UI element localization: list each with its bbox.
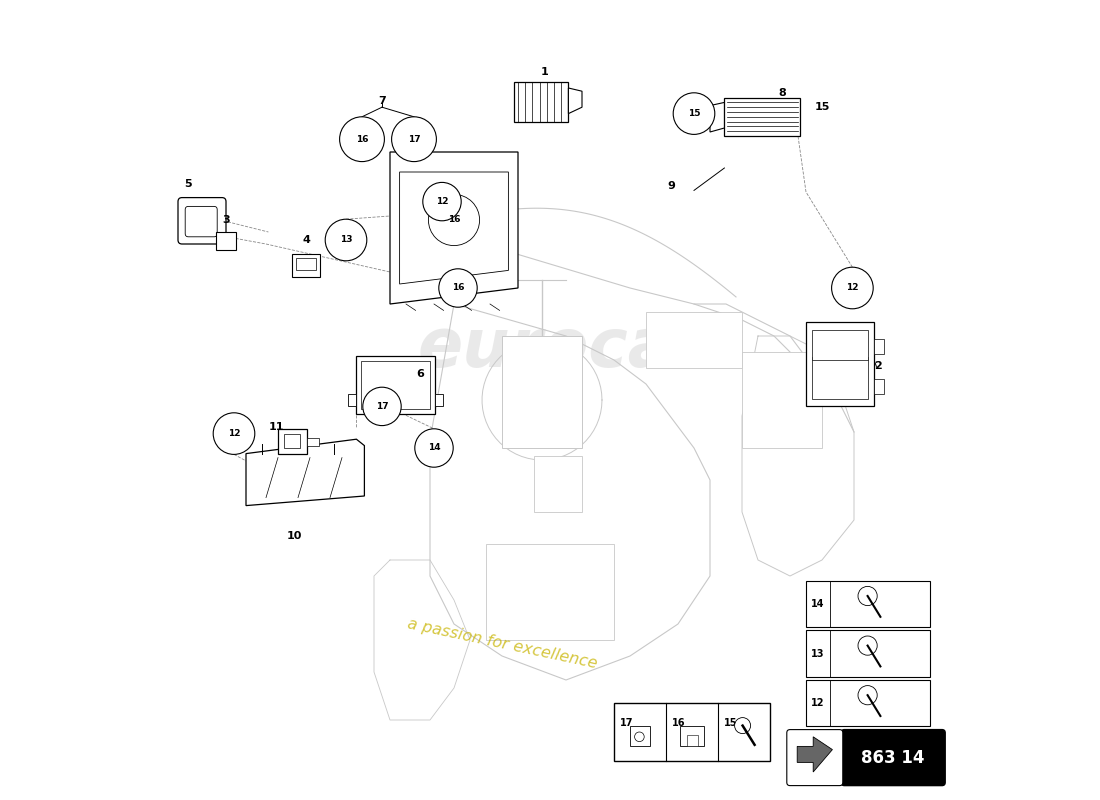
FancyBboxPatch shape bbox=[842, 730, 945, 786]
Bar bbox=[806, 630, 930, 677]
Text: 14: 14 bbox=[428, 443, 440, 453]
Bar bbox=[292, 254, 320, 277]
Text: 13: 13 bbox=[340, 235, 352, 245]
FancyBboxPatch shape bbox=[185, 206, 217, 237]
Bar bbox=[217, 232, 235, 250]
Text: 6: 6 bbox=[417, 370, 425, 379]
Text: 16: 16 bbox=[448, 215, 460, 225]
Circle shape bbox=[858, 586, 877, 606]
Text: eurocars: eurocars bbox=[418, 315, 746, 381]
Bar bbox=[614, 703, 770, 761]
Text: 12: 12 bbox=[811, 698, 824, 708]
Circle shape bbox=[340, 117, 384, 162]
Text: 16: 16 bbox=[672, 718, 686, 728]
Polygon shape bbox=[399, 172, 508, 284]
Bar bbox=[742, 352, 822, 448]
Text: 16: 16 bbox=[452, 283, 464, 293]
Bar bbox=[646, 312, 742, 368]
Circle shape bbox=[439, 269, 477, 307]
Circle shape bbox=[673, 93, 715, 134]
Circle shape bbox=[422, 182, 461, 221]
Text: a passion for excellence: a passion for excellence bbox=[406, 617, 598, 671]
Circle shape bbox=[832, 267, 873, 309]
Circle shape bbox=[858, 686, 877, 705]
Bar bbox=[534, 456, 582, 512]
Bar bbox=[680, 726, 704, 746]
Text: 12: 12 bbox=[436, 197, 449, 206]
Text: 11: 11 bbox=[268, 422, 284, 432]
Circle shape bbox=[735, 718, 750, 734]
Text: 8: 8 bbox=[778, 88, 785, 98]
Polygon shape bbox=[390, 152, 518, 304]
Bar bbox=[514, 82, 569, 122]
Polygon shape bbox=[710, 102, 725, 132]
Text: 17: 17 bbox=[620, 718, 634, 728]
FancyBboxPatch shape bbox=[786, 730, 843, 786]
Text: 7: 7 bbox=[378, 96, 386, 106]
Bar bbox=[434, 394, 443, 406]
Text: 4: 4 bbox=[302, 235, 310, 245]
Circle shape bbox=[428, 194, 480, 246]
Circle shape bbox=[392, 117, 437, 162]
Bar bbox=[285, 434, 300, 448]
Text: 15: 15 bbox=[725, 718, 738, 728]
Circle shape bbox=[326, 219, 366, 261]
Circle shape bbox=[635, 732, 645, 742]
Bar bbox=[356, 356, 435, 414]
Bar bbox=[630, 726, 650, 746]
Text: 12: 12 bbox=[228, 429, 240, 438]
Text: 14: 14 bbox=[811, 599, 824, 609]
Bar bbox=[874, 379, 883, 394]
Bar bbox=[307, 438, 319, 446]
Bar bbox=[813, 357, 868, 399]
Polygon shape bbox=[569, 88, 582, 114]
Bar bbox=[502, 336, 582, 448]
Text: 13: 13 bbox=[811, 649, 824, 658]
Text: 17: 17 bbox=[376, 402, 388, 411]
Bar bbox=[806, 581, 930, 627]
Polygon shape bbox=[246, 439, 364, 506]
Bar bbox=[725, 98, 801, 136]
Circle shape bbox=[415, 429, 453, 467]
Text: 5: 5 bbox=[185, 179, 192, 189]
Circle shape bbox=[213, 413, 255, 454]
Text: 9: 9 bbox=[668, 181, 675, 190]
Bar bbox=[874, 339, 883, 354]
Text: 3: 3 bbox=[222, 215, 230, 225]
Text: 16: 16 bbox=[355, 134, 368, 144]
Bar bbox=[349, 394, 356, 406]
Text: 863 14: 863 14 bbox=[861, 749, 925, 766]
Text: 17: 17 bbox=[408, 134, 420, 144]
Bar bbox=[296, 258, 316, 270]
Text: 15: 15 bbox=[688, 109, 701, 118]
Bar bbox=[686, 735, 697, 746]
Text: 15: 15 bbox=[814, 102, 829, 112]
Bar bbox=[486, 544, 614, 640]
Bar bbox=[806, 322, 874, 406]
Text: 10: 10 bbox=[286, 531, 301, 541]
Bar bbox=[361, 361, 430, 409]
Polygon shape bbox=[798, 737, 833, 772]
Text: 12: 12 bbox=[846, 283, 859, 293]
Bar bbox=[806, 680, 930, 726]
Text: 1: 1 bbox=[540, 67, 548, 77]
Text: 2: 2 bbox=[874, 362, 882, 371]
Circle shape bbox=[363, 387, 402, 426]
FancyBboxPatch shape bbox=[178, 198, 226, 244]
Bar bbox=[813, 330, 868, 360]
Circle shape bbox=[858, 636, 877, 655]
Bar bbox=[278, 429, 307, 454]
